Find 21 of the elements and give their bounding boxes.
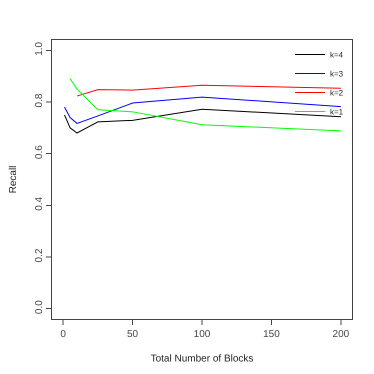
legend-label: k=4 bbox=[330, 50, 344, 60]
y-tick-label: 0.6 bbox=[34, 144, 45, 160]
legend-label: k=2 bbox=[330, 88, 344, 98]
y-tick-label: 0.0 bbox=[34, 300, 45, 314]
x-tick-label: 100 bbox=[194, 329, 211, 340]
legend-label: k=3 bbox=[330, 70, 344, 79]
x-tick-label: 200 bbox=[332, 329, 350, 340]
x-tick-label: 150 bbox=[263, 329, 280, 340]
x-axis-title: Total Number of Blocks bbox=[150, 354, 254, 364]
y-axis-title: Recall bbox=[8, 166, 19, 194]
y-tick-label: 0.2 bbox=[34, 248, 45, 262]
x-tick-label: 0 bbox=[60, 329, 66, 340]
legend-label: k=1 bbox=[330, 108, 344, 117]
line-series bbox=[64, 108, 342, 134]
y-tick-label: 0.4 bbox=[34, 196, 45, 211]
line-series bbox=[76, 84, 342, 97]
y-tick-label: 0.8 bbox=[34, 93, 45, 108]
x-tick-label: 50 bbox=[126, 329, 139, 340]
line-series bbox=[64, 96, 342, 124]
line-series bbox=[70, 78, 342, 132]
y-tick-label: 1.0 bbox=[34, 41, 45, 56]
